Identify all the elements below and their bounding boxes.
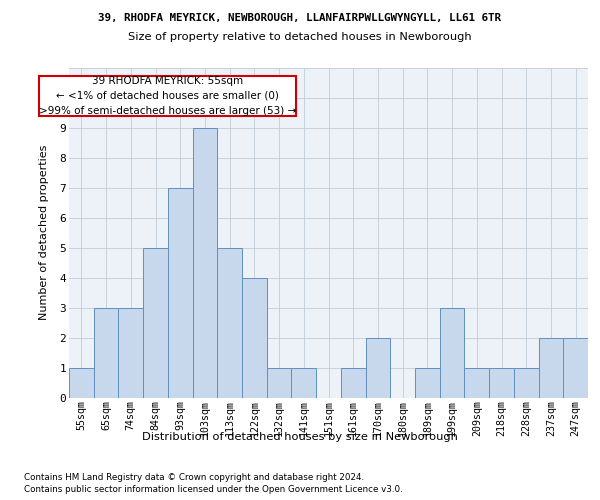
- Bar: [415, 368, 440, 398]
- Bar: [563, 338, 588, 398]
- Bar: [464, 368, 489, 398]
- Bar: [242, 278, 267, 398]
- Bar: [217, 248, 242, 398]
- Text: Size of property relative to detached houses in Newborough: Size of property relative to detached ho…: [128, 32, 472, 42]
- Text: 39, RHODFA MEYRICK, NEWBOROUGH, LLANFAIRPWLLGWYNGYLL, LL61 6TR: 39, RHODFA MEYRICK, NEWBOROUGH, LLANFAIR…: [98, 12, 502, 22]
- Bar: [168, 188, 193, 398]
- Text: Distribution of detached houses by size in Newborough: Distribution of detached houses by size …: [142, 432, 458, 442]
- Bar: [267, 368, 292, 398]
- Bar: [365, 338, 390, 398]
- Y-axis label: Number of detached properties: Number of detached properties: [38, 145, 49, 320]
- Bar: [440, 308, 464, 398]
- Text: Contains public sector information licensed under the Open Government Licence v3: Contains public sector information licen…: [24, 485, 403, 494]
- Bar: [292, 368, 316, 398]
- Bar: [193, 128, 217, 398]
- Bar: [118, 308, 143, 398]
- Bar: [69, 368, 94, 398]
- Bar: [539, 338, 563, 398]
- Bar: [143, 248, 168, 398]
- Bar: [94, 308, 118, 398]
- Bar: [514, 368, 539, 398]
- Bar: [341, 368, 365, 398]
- Text: Contains HM Land Registry data © Crown copyright and database right 2024.: Contains HM Land Registry data © Crown c…: [24, 472, 364, 482]
- Text: 39 RHODFA MEYRICK: 55sqm
← <1% of detached houses are smaller (0)
>99% of semi-d: 39 RHODFA MEYRICK: 55sqm ← <1% of detach…: [39, 76, 296, 116]
- Bar: [489, 368, 514, 398]
